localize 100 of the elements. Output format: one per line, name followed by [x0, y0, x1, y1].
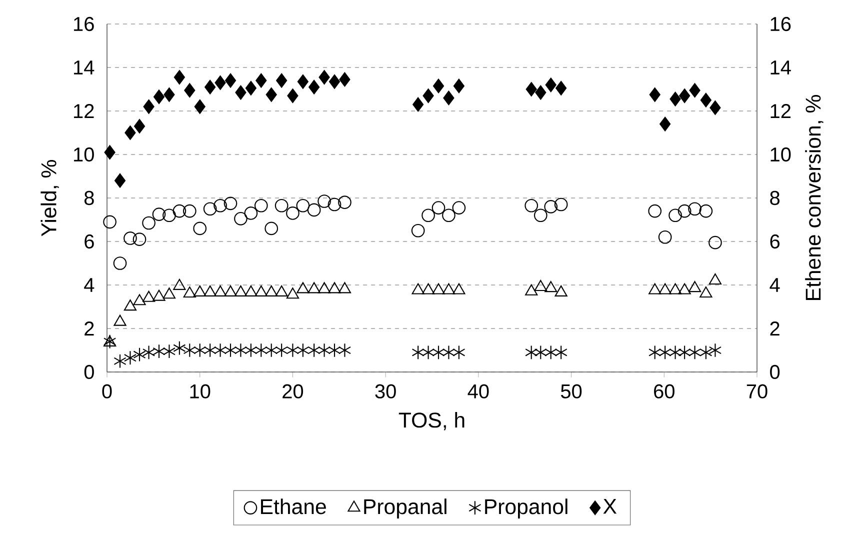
legend-label: Propanal	[364, 498, 446, 518]
point	[286, 288, 300, 299]
x-axis-title: TOS, h	[398, 412, 464, 430]
point	[265, 343, 278, 358]
point	[658, 230, 672, 244]
point	[556, 80, 567, 96]
point	[214, 343, 227, 358]
point	[318, 194, 331, 208]
point	[688, 345, 702, 360]
point	[554, 198, 568, 212]
point	[124, 232, 137, 245]
point	[412, 345, 424, 360]
point	[114, 173, 126, 188]
point	[688, 202, 702, 216]
point	[308, 343, 320, 358]
point	[164, 87, 175, 102]
point	[113, 256, 127, 270]
point	[699, 204, 713, 218]
point	[174, 70, 185, 84]
y2-tick-label: 8	[770, 190, 780, 206]
point	[133, 347, 146, 362]
point	[678, 345, 691, 360]
x-tick-label: 40	[468, 384, 489, 398]
point	[338, 343, 352, 358]
point	[689, 83, 700, 98]
point	[124, 350, 137, 366]
point	[183, 343, 196, 358]
point	[679, 88, 690, 103]
legend-label: X	[603, 498, 617, 514]
point	[708, 236, 722, 250]
point	[244, 206, 258, 220]
x-tick-label: 50	[560, 384, 582, 398]
point	[286, 206, 300, 220]
point	[152, 344, 166, 359]
point	[660, 116, 671, 132]
legend-label: Propanol	[485, 498, 568, 518]
point	[224, 343, 237, 358]
point	[203, 202, 217, 216]
point	[224, 73, 236, 88]
point	[244, 343, 258, 358]
y2-tick-label: 2	[770, 322, 780, 336]
point	[688, 281, 702, 292]
point	[256, 73, 267, 88]
y-tick-label: 4	[84, 278, 94, 292]
point	[678, 204, 692, 218]
point	[318, 343, 331, 358]
point	[670, 92, 681, 106]
x-tick-label: 10	[190, 384, 210, 398]
point	[143, 99, 154, 114]
point	[412, 97, 424, 112]
point	[194, 343, 206, 358]
point	[442, 208, 456, 222]
point	[545, 78, 556, 92]
point	[452, 345, 466, 360]
point	[153, 90, 165, 104]
point	[648, 345, 662, 360]
point	[142, 345, 156, 360]
point	[182, 204, 196, 218]
y2-tick-label: 16	[770, 16, 791, 32]
point	[266, 87, 277, 102]
y-tick-label: 14	[74, 60, 94, 74]
point	[526, 82, 537, 96]
point	[124, 300, 137, 311]
point	[133, 294, 146, 306]
point	[264, 222, 278, 236]
point	[307, 203, 321, 217]
point	[432, 345, 445, 360]
point	[104, 145, 116, 160]
point	[328, 198, 342, 212]
y-tick-label: 6	[84, 234, 94, 249]
y2-tick-label: 10	[770, 147, 791, 162]
point	[152, 208, 166, 221]
point	[432, 201, 446, 214]
y-tick-label: 12	[74, 104, 94, 118]
point	[184, 83, 196, 98]
point	[162, 208, 176, 222]
point	[534, 345, 547, 360]
point	[443, 90, 454, 106]
point	[544, 200, 558, 214]
point	[422, 208, 435, 222]
point	[442, 345, 456, 360]
point	[649, 87, 660, 102]
point	[700, 92, 712, 108]
point	[328, 343, 341, 358]
y2-tick-label: 0	[770, 364, 780, 380]
point	[524, 198, 538, 212]
point	[658, 345, 672, 360]
point	[276, 73, 288, 88]
point	[710, 100, 721, 115]
point	[554, 345, 568, 360]
point	[103, 334, 116, 349]
point	[124, 126, 136, 140]
point	[296, 343, 310, 358]
point	[453, 78, 464, 94]
point	[224, 196, 238, 210]
point	[214, 76, 226, 90]
point	[254, 198, 268, 212]
point	[114, 354, 126, 368]
y-tick-label: 16	[74, 16, 94, 32]
point	[194, 99, 206, 114]
